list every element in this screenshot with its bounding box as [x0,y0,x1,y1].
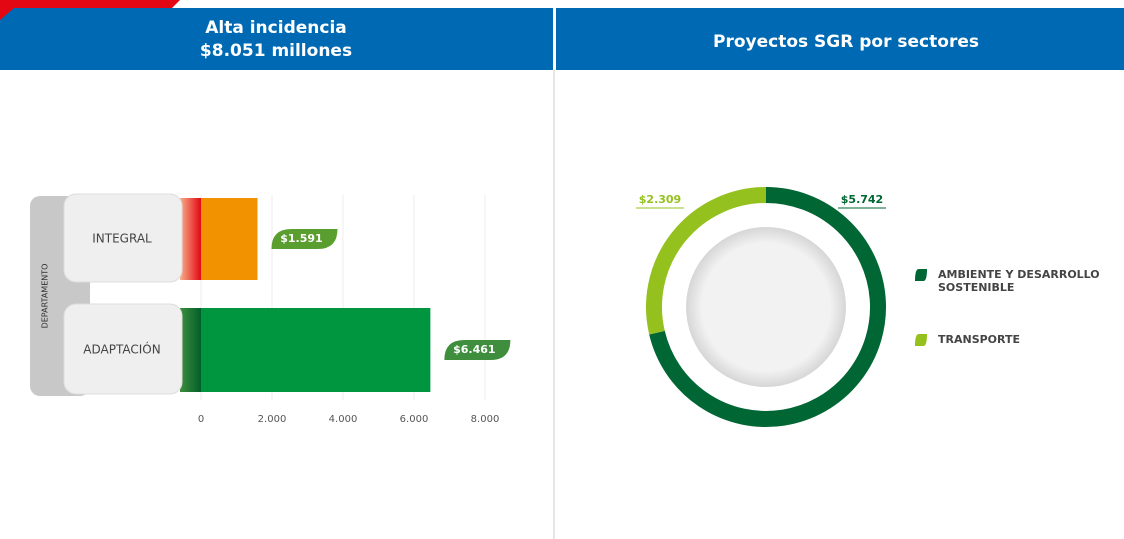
x-tick-label: 2.000 [258,414,287,425]
x-tick-label: 4.000 [329,414,358,425]
category-label: INTEGRAL [92,232,152,246]
axis-label: DEPARTAMENTO [41,264,50,329]
legend-marker [915,334,927,346]
corner-ribbon [0,0,180,20]
header-right [556,8,1124,70]
value-label: $6.461 [453,343,495,356]
header-left [0,8,553,70]
legend-label: AMBIENTE Y DESARROLLO SOSTENIBLE [938,268,1100,294]
value-label: $2.309 [639,193,681,206]
donut-segment [646,187,767,335]
x-tick-label: 8.000 [471,414,500,425]
value-label: $5.742 [841,193,883,206]
header-title: Proyectos SGR por sectores [713,32,979,52]
bar-stub [180,198,201,280]
value-label: $1.591 [280,232,322,245]
donut-segment [649,187,886,427]
value-tag [444,340,511,360]
bar-stub [180,308,201,392]
x-tick-label: 0 [198,414,204,425]
bar [201,308,431,392]
bar [201,198,258,280]
value-tag [271,229,338,249]
donut-center [686,227,846,387]
header-title: Alta incidencia [205,18,347,38]
category-box [63,303,183,395]
legend-label: TRANSPORTE [938,333,1020,346]
header-subtitle: $8.051 millones [200,41,352,61]
legend-marker [915,269,927,281]
category-label: ADAPTACIÓN [83,342,160,357]
category-box [63,193,183,283]
x-tick-label: 6.000 [400,414,429,425]
